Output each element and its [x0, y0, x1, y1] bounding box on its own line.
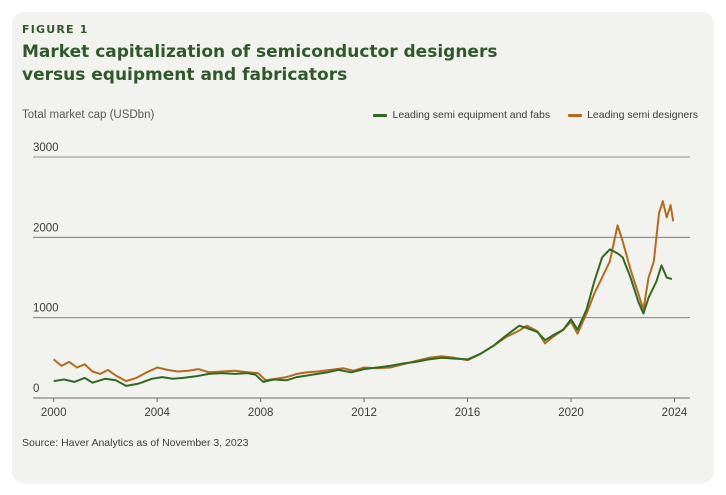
x-tick-labels: 2000 2004 2008 2012 2016 2020 2024	[41, 407, 688, 419]
series-line-designers	[53, 200, 675, 383]
x-tick-label: 2008	[248, 407, 274, 419]
figure-label: FIGURE 1	[22, 23, 89, 36]
y-tick-label: 0	[33, 383, 39, 395]
figure-card	[12, 12, 714, 483]
y-tick-label: 1000	[33, 303, 59, 315]
x-tick-label: 2024	[662, 407, 688, 419]
source-note: Source: Haver Analytics as of November 3…	[22, 437, 249, 449]
legend-item-designers: Leading semi designers	[568, 109, 698, 121]
legend-item-equipment: Leading semi equipment and fabs	[373, 109, 550, 121]
grid-lines	[33, 156, 690, 402]
x-tick-label: 2020	[558, 407, 584, 419]
x-tick-label: 2012	[351, 407, 377, 419]
x-tick-label: 2000	[41, 407, 67, 419]
series-lines	[53, 200, 675, 387]
title-line-2: versus equipment and fabricators	[22, 65, 348, 85]
y-tick-labels: 0 1000 2000 3000	[33, 142, 59, 395]
y-tick-label: 2000	[33, 222, 59, 234]
chart-title: Market capitalization of semiconductor d…	[22, 41, 622, 87]
legend-label-equipment: Leading semi equipment and fabs	[392, 109, 551, 121]
legend-swatch-equipment	[373, 113, 388, 117]
legend-swatch-designers	[568, 113, 583, 117]
y-tick-label: 3000	[33, 142, 59, 154]
legend: Leading semi equipment and fabs Leading …	[373, 109, 698, 121]
x-tick-label: 2004	[144, 407, 170, 419]
title-line-1: Market capitalization of semiconductor d…	[22, 42, 498, 62]
x-tick-label: 2016	[455, 407, 481, 419]
legend-label-designers: Leading semi designers	[587, 109, 698, 121]
series-line-equipment	[53, 248, 673, 387]
y-axis-label: Total market cap (USDbn)	[22, 109, 155, 121]
